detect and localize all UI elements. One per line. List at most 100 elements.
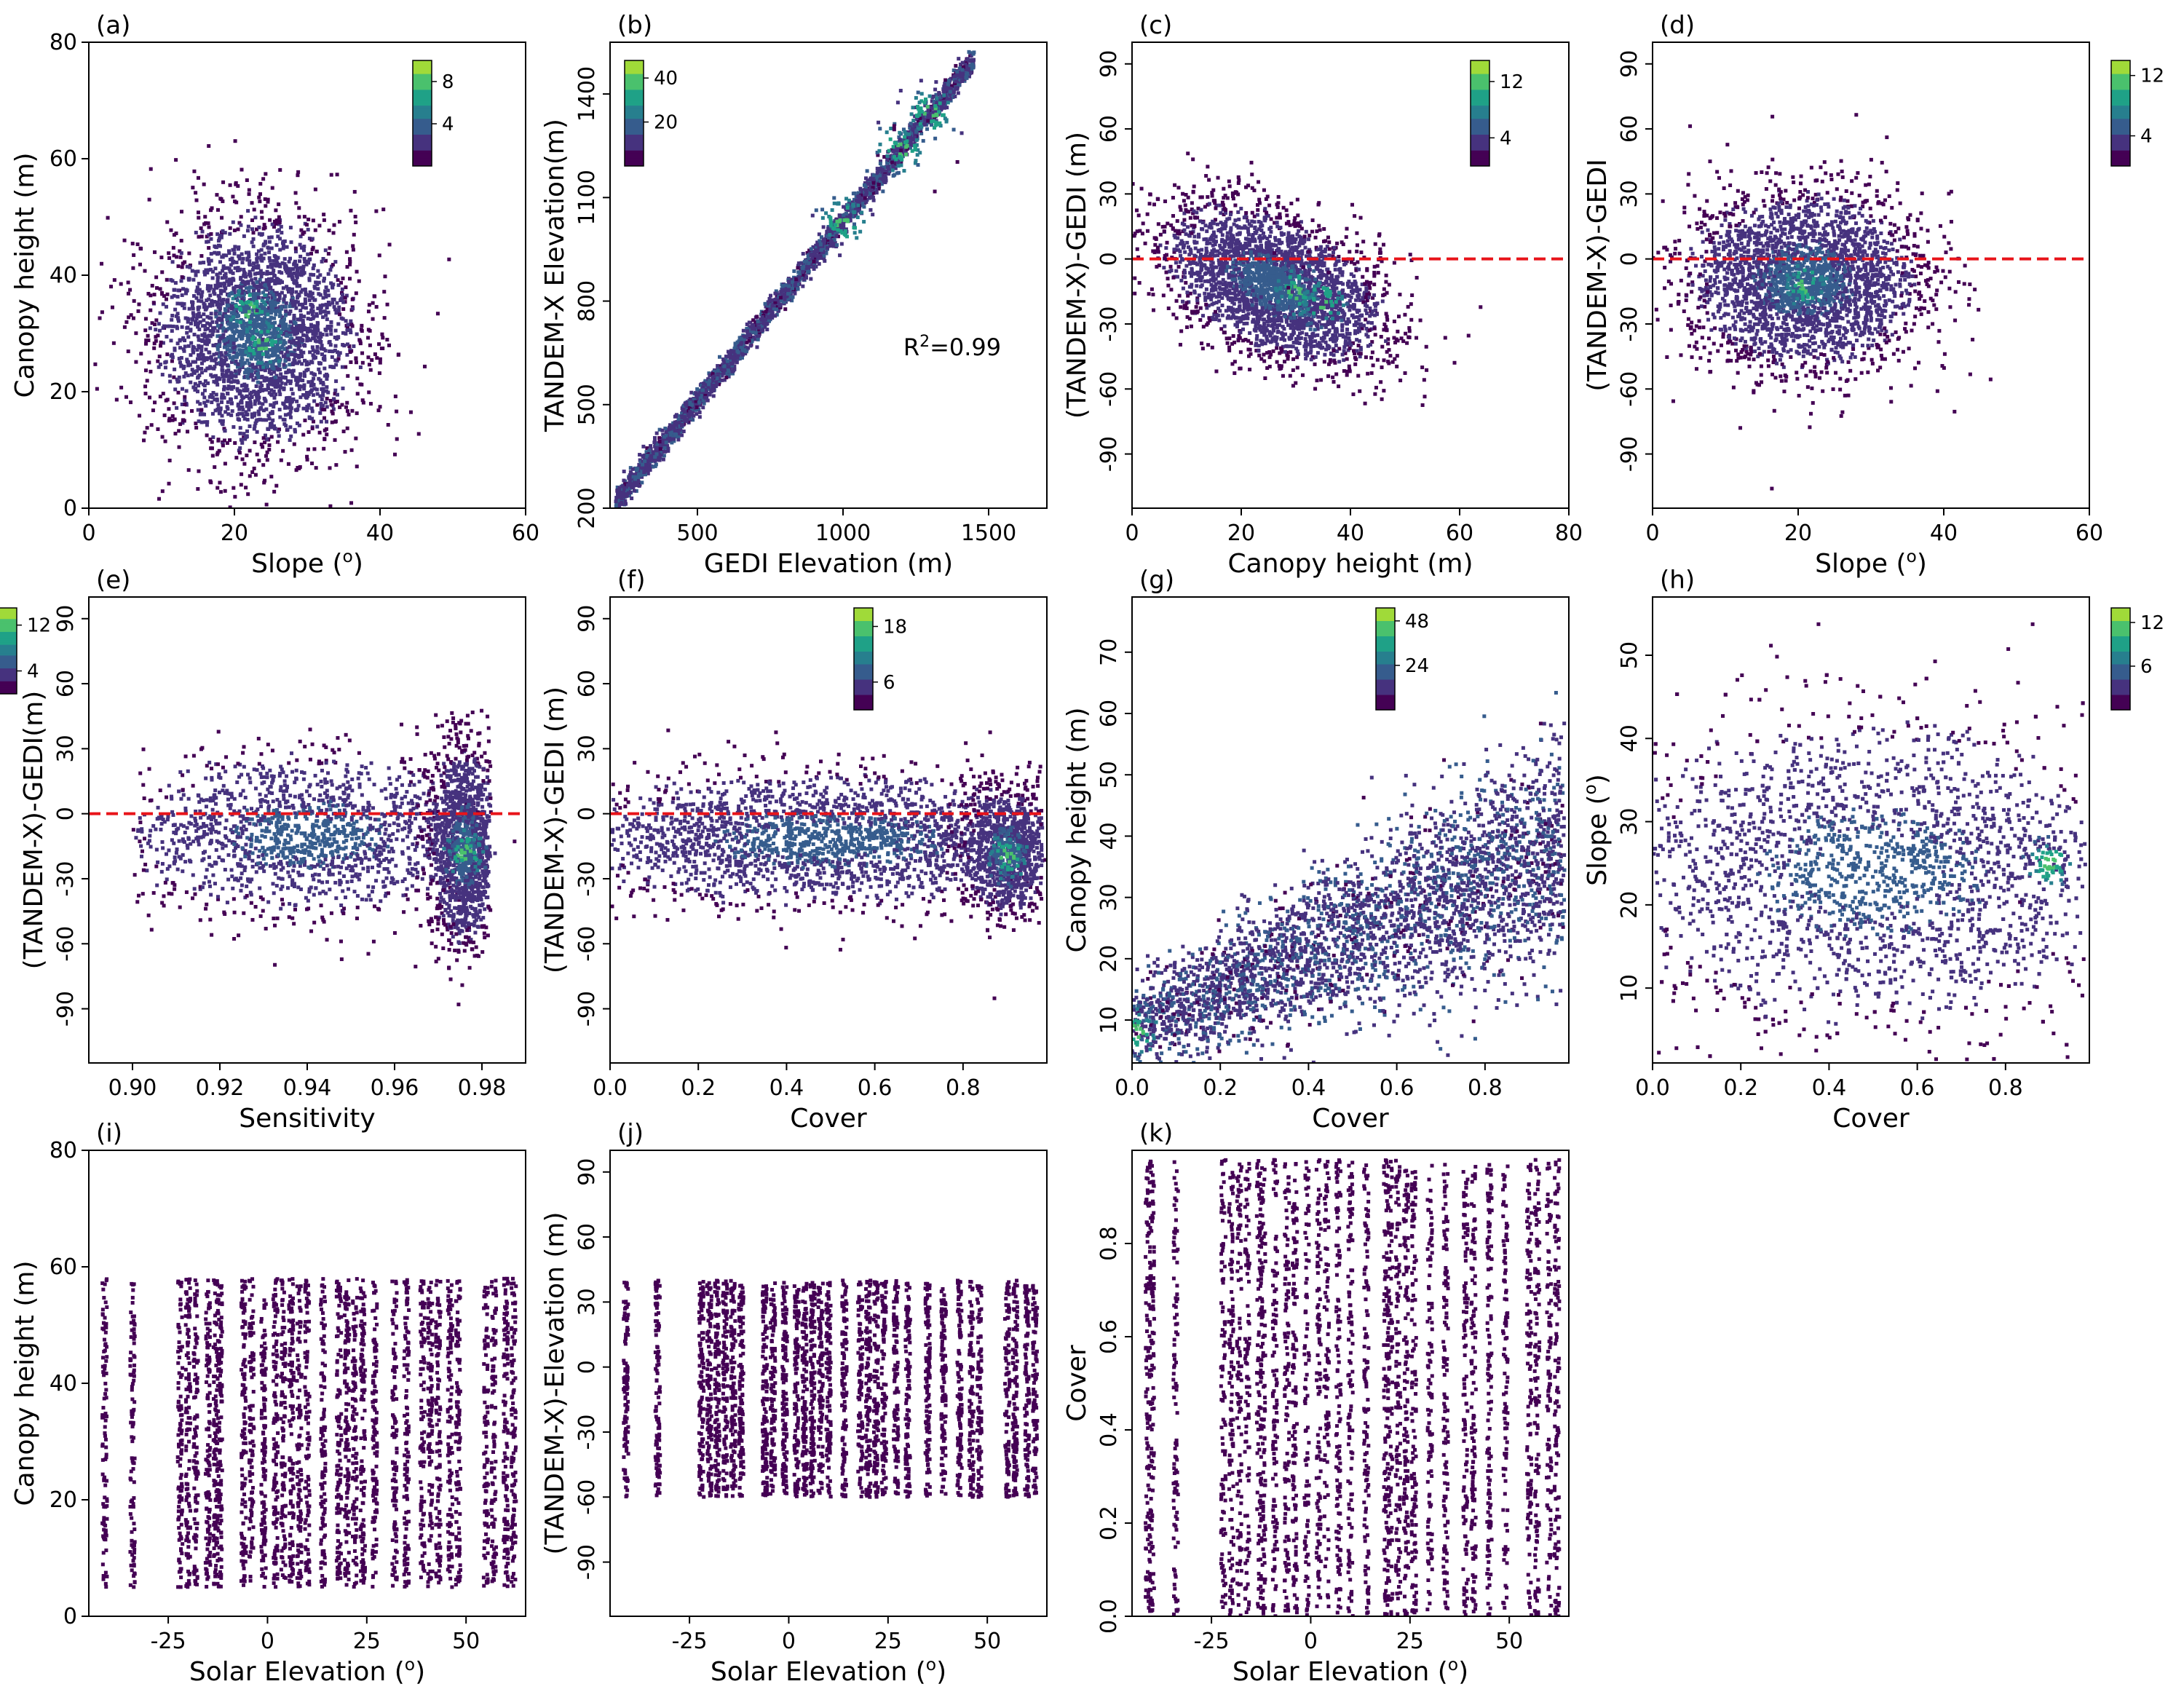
data-point [250, 201, 254, 205]
data-point [720, 378, 724, 382]
data-point [263, 307, 267, 312]
data-point [200, 412, 205, 416]
data-point [210, 206, 214, 210]
data-point [264, 278, 269, 282]
data-point [178, 255, 183, 259]
data-point [213, 380, 218, 384]
data-point [186, 344, 191, 348]
colorbar-segment [413, 131, 432, 135]
plot-frame [88, 41, 526, 509]
data-point [220, 360, 224, 365]
data-point [172, 233, 176, 237]
data-point [852, 197, 856, 202]
data-point [820, 250, 824, 255]
data-point [376, 408, 381, 413]
data-point [284, 381, 288, 386]
data-point [276, 354, 280, 358]
data-point [375, 356, 379, 360]
data-point [268, 240, 272, 244]
data-point [194, 323, 198, 327]
data-point [274, 243, 279, 248]
data-point [244, 368, 248, 372]
data-point [178, 422, 183, 427]
data-point [241, 333, 245, 337]
data-point [226, 335, 230, 339]
data-point [264, 332, 268, 336]
data-point [304, 259, 309, 264]
data-point [228, 397, 232, 401]
data-point [759, 324, 764, 328]
data-point [295, 376, 299, 381]
data-point [224, 253, 229, 258]
data-point [242, 462, 247, 466]
data-point [310, 379, 314, 384]
data-point [186, 320, 190, 324]
data-point [168, 379, 173, 384]
data-point [245, 429, 249, 433]
data-point [270, 299, 274, 304]
data-point [244, 350, 248, 355]
data-point [313, 298, 317, 302]
data-point [355, 464, 359, 469]
data-point [209, 316, 213, 320]
data-point [256, 371, 260, 376]
data-point [223, 286, 228, 290]
data-point [284, 309, 288, 313]
data-point [313, 349, 317, 354]
data-point [261, 272, 265, 276]
data-point [195, 369, 199, 373]
data-point [302, 245, 306, 249]
data-point [256, 356, 260, 360]
data-point [360, 398, 365, 403]
data-point [218, 325, 223, 329]
data-point [235, 324, 240, 328]
data-point [315, 325, 320, 329]
data-point [174, 232, 178, 236]
data-point [314, 331, 318, 336]
data-point [248, 348, 252, 352]
data-point [218, 336, 223, 340]
data-point [751, 323, 756, 327]
data-point [670, 440, 674, 445]
data-point [281, 354, 285, 358]
data-point [257, 459, 261, 463]
data-point [170, 414, 175, 418]
data-point [329, 173, 333, 177]
data-point [850, 209, 854, 213]
data-point [254, 365, 258, 369]
data-point [289, 350, 293, 355]
data-point [210, 454, 215, 458]
data-point [194, 198, 199, 202]
data-point [202, 312, 206, 317]
data-point [258, 271, 262, 275]
data-point [347, 344, 352, 348]
data-point [269, 235, 274, 240]
data-point [264, 418, 269, 422]
data-point [232, 278, 236, 282]
data-point [179, 364, 183, 368]
data-point [328, 343, 333, 347]
data-point [218, 411, 222, 416]
data-point [261, 436, 266, 440]
data-point [887, 158, 891, 162]
data-point [229, 401, 234, 406]
data-point [227, 277, 232, 282]
data-point [344, 331, 348, 336]
data-point [186, 468, 191, 473]
data-point [266, 265, 270, 269]
data-point [908, 126, 912, 130]
data-point [386, 423, 390, 427]
data-point [315, 344, 320, 349]
data-point [207, 356, 212, 360]
data-point [367, 363, 371, 367]
data-point [299, 351, 304, 355]
data-point [229, 282, 234, 286]
data-point [287, 268, 291, 272]
data-point [743, 352, 748, 356]
data-point [296, 465, 300, 470]
data-point [218, 296, 222, 301]
data-point [255, 347, 259, 352]
data-point [290, 291, 294, 296]
data-point [324, 285, 328, 290]
data-point [145, 426, 149, 430]
